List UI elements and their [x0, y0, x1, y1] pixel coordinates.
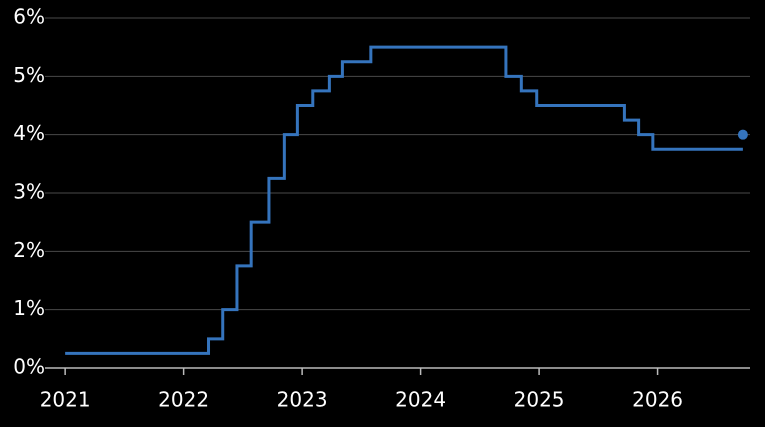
y-tick-label: 3%: [13, 180, 45, 204]
marker-dot: [737, 129, 748, 140]
rate-line: [65, 45, 743, 355]
y-tick-label: 2%: [13, 238, 45, 262]
x-tick-label: 2024: [395, 388, 446, 412]
y-tick-label: 4%: [13, 121, 45, 145]
y-tick-label: 5%: [13, 63, 45, 87]
y-tick-label: 6%: [13, 5, 45, 29]
x-tick-label: 2021: [40, 388, 91, 412]
x-tick-label: 2023: [277, 388, 328, 412]
x-tick-label: 2022: [158, 388, 209, 412]
x-tick-label: 2026: [632, 388, 683, 412]
y-tick-label: 0%: [13, 355, 45, 379]
y-tick-label: 1%: [13, 296, 45, 320]
x-tick-label: 2025: [514, 388, 565, 412]
